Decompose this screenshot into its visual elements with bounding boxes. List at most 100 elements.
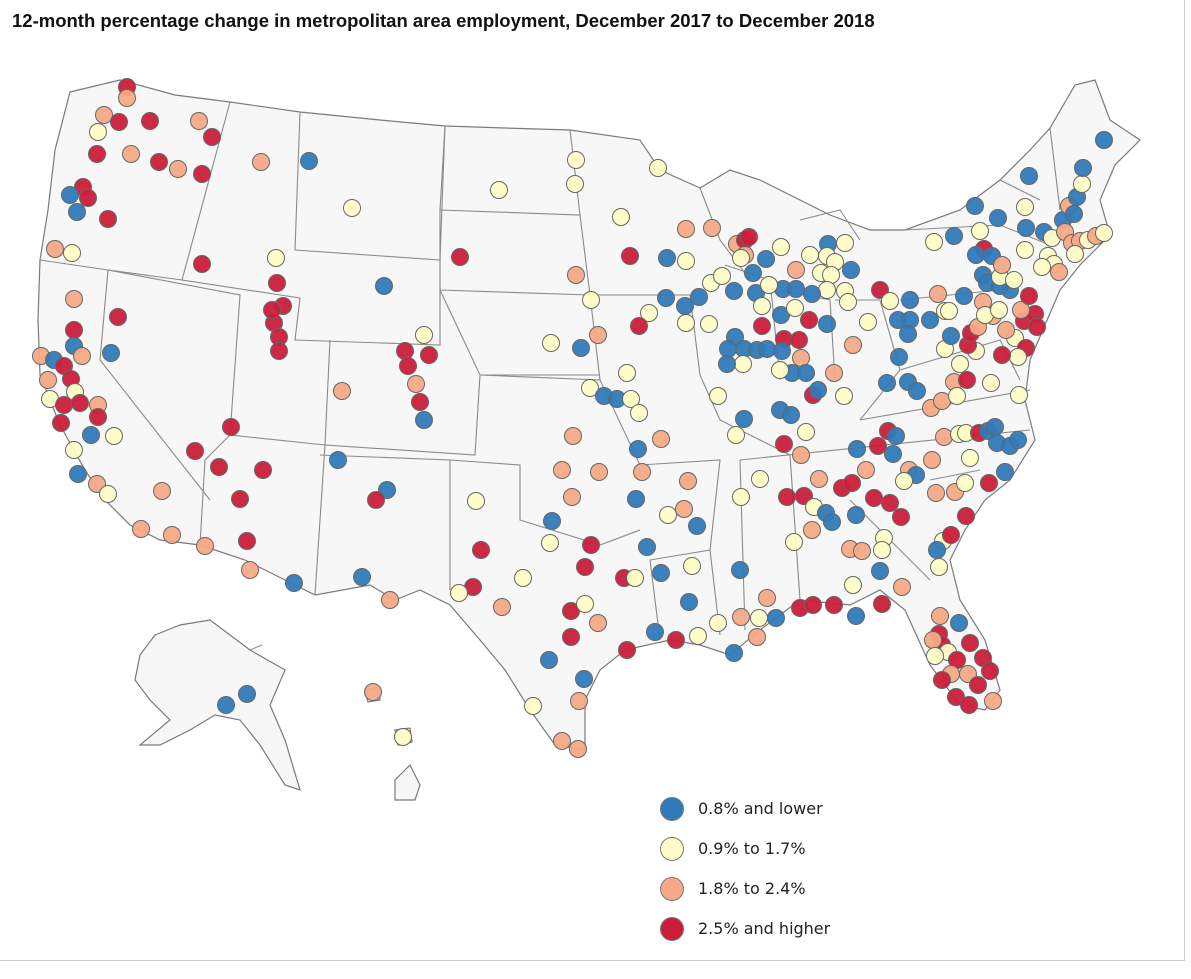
metro-dot-mid-low: [689, 627, 707, 645]
metro-dot-low: [842, 261, 860, 279]
metro-dot-mid-low: [1095, 224, 1113, 242]
metro-dot-high: [825, 596, 843, 614]
metro-dot-high: [740, 228, 758, 246]
metro-dot-mid-high: [333, 382, 351, 400]
metro-dot-mid-high: [569, 740, 587, 758]
metro-dot-low: [901, 291, 919, 309]
metro-dot-low: [285, 574, 303, 592]
metro-dot-low: [996, 463, 1014, 481]
metro-dot-mid-low: [640, 304, 658, 322]
metro-dot-high: [957, 507, 975, 525]
metro-dot-low: [950, 614, 968, 632]
metro-dot-mid-low: [63, 244, 81, 262]
metro-dot-high: [869, 437, 887, 455]
metro-dot-high: [210, 458, 228, 476]
metro-dot-high: [150, 153, 168, 171]
metro-dot-mid-low: [524, 697, 542, 715]
metro-dot-low: [238, 685, 256, 703]
metro-dot-mid-high: [122, 145, 140, 163]
metro-dot-mid-high: [931, 607, 949, 625]
metro-dot-mid-low: [835, 387, 853, 405]
metro-dot-mid-low: [844, 576, 862, 594]
metro-dot-mid-low: [450, 584, 468, 602]
metro-dot-mid-low: [267, 249, 285, 267]
metro-dot-low: [735, 410, 753, 428]
metro-dot-low: [690, 288, 708, 306]
metro-dot-mid-high: [567, 266, 585, 284]
legend-label-low: 0.8% and lower: [698, 799, 823, 818]
metro-dot-mid-low: [65, 441, 83, 459]
metro-dot-high: [396, 342, 414, 360]
metro-dot-mid-low: [732, 249, 750, 267]
metro-dot-low: [61, 186, 79, 204]
metro-dot-mid-low: [881, 292, 899, 310]
metro-dot-mid-low: [971, 222, 989, 240]
metro-dot-high: [222, 418, 240, 436]
metro-dot-mid-high: [132, 520, 150, 538]
metro-dot-mid-low: [582, 291, 600, 309]
metro-dot-mid-low: [709, 614, 727, 632]
metro-dot-mid-low: [343, 199, 361, 217]
metro-dot-mid-high: [633, 463, 651, 481]
metro-dot-high: [472, 541, 490, 559]
metro-dot-mid-high: [190, 112, 208, 130]
metro-dot-low: [818, 315, 836, 333]
metro-dot-mid-low: [1010, 386, 1028, 404]
metro-dot-mid-high: [857, 461, 875, 479]
metro-dot-mid-low: [567, 151, 585, 169]
metro-dot-high: [110, 113, 128, 131]
metro-dot-mid-low: [839, 293, 857, 311]
metro-dot-high: [99, 210, 117, 228]
metro-dot-high: [141, 112, 159, 130]
metro-dot-low: [375, 277, 393, 295]
metro-dot-high: [892, 508, 910, 526]
metro-dot-low: [884, 445, 902, 463]
metro-dot-low: [787, 280, 805, 298]
metro-dot-high: [969, 676, 987, 694]
metro-dot-low: [353, 568, 371, 586]
metro-dot-low: [757, 250, 775, 268]
metro-dot-mid-low: [89, 123, 107, 141]
metro-dot-low: [942, 327, 960, 345]
metro-dot-mid-low: [1005, 271, 1023, 289]
metro-dot-mid-low: [630, 404, 648, 422]
metro-dot-high: [630, 317, 648, 335]
metro-dot-mid-low: [822, 266, 840, 284]
metro-dot-high: [753, 317, 771, 335]
metro-dot-low: [680, 593, 698, 611]
metro-dot-low: [871, 562, 889, 580]
metro-dot-mid-low: [1073, 175, 1091, 193]
metro-dot-mid-low: [490, 181, 508, 199]
metro-dot-low: [758, 340, 776, 358]
metro-dot-mid-low: [709, 387, 727, 405]
metro-dot-high: [55, 396, 73, 414]
metro-dot-mid-high: [381, 591, 399, 609]
metro-dot-mid-high: [493, 598, 511, 616]
metro-dot-mid-low: [542, 334, 560, 352]
metro-dot-high: [790, 331, 808, 349]
state-shapes: [37, 79, 1141, 801]
metro-dot-low: [1074, 159, 1092, 177]
metro-dot-high: [778, 488, 796, 506]
metro-dot-high: [800, 311, 818, 329]
metro-dot-mid-high: [570, 692, 588, 710]
metro-dot-mid-low: [514, 569, 532, 587]
metro-dot-mid-low: [859, 313, 877, 331]
metro-dot-mid-low: [956, 474, 974, 492]
metro-dot-mid-high: [792, 446, 810, 464]
metro-dot-low: [989, 209, 1007, 227]
metro-dot-low: [731, 561, 749, 579]
metro-dot-mid-high: [153, 482, 171, 500]
metro-dot-low: [899, 325, 917, 343]
metro-dot-low: [847, 607, 865, 625]
metro-dot-mid-low: [649, 159, 667, 177]
metro-dot-mid-high: [993, 256, 1011, 274]
legend-swatch-low: [660, 797, 684, 821]
legend-label-mid-high: 1.8% to 2.4%: [698, 879, 806, 898]
metro-dot-mid-low: [1033, 258, 1051, 276]
metro-dot-mid-low: [581, 379, 599, 397]
metro-dot-low: [928, 541, 946, 559]
metro-dot-mid-high: [997, 321, 1015, 339]
metro-dot-high: [942, 526, 960, 544]
metro-dot-low: [823, 513, 841, 531]
